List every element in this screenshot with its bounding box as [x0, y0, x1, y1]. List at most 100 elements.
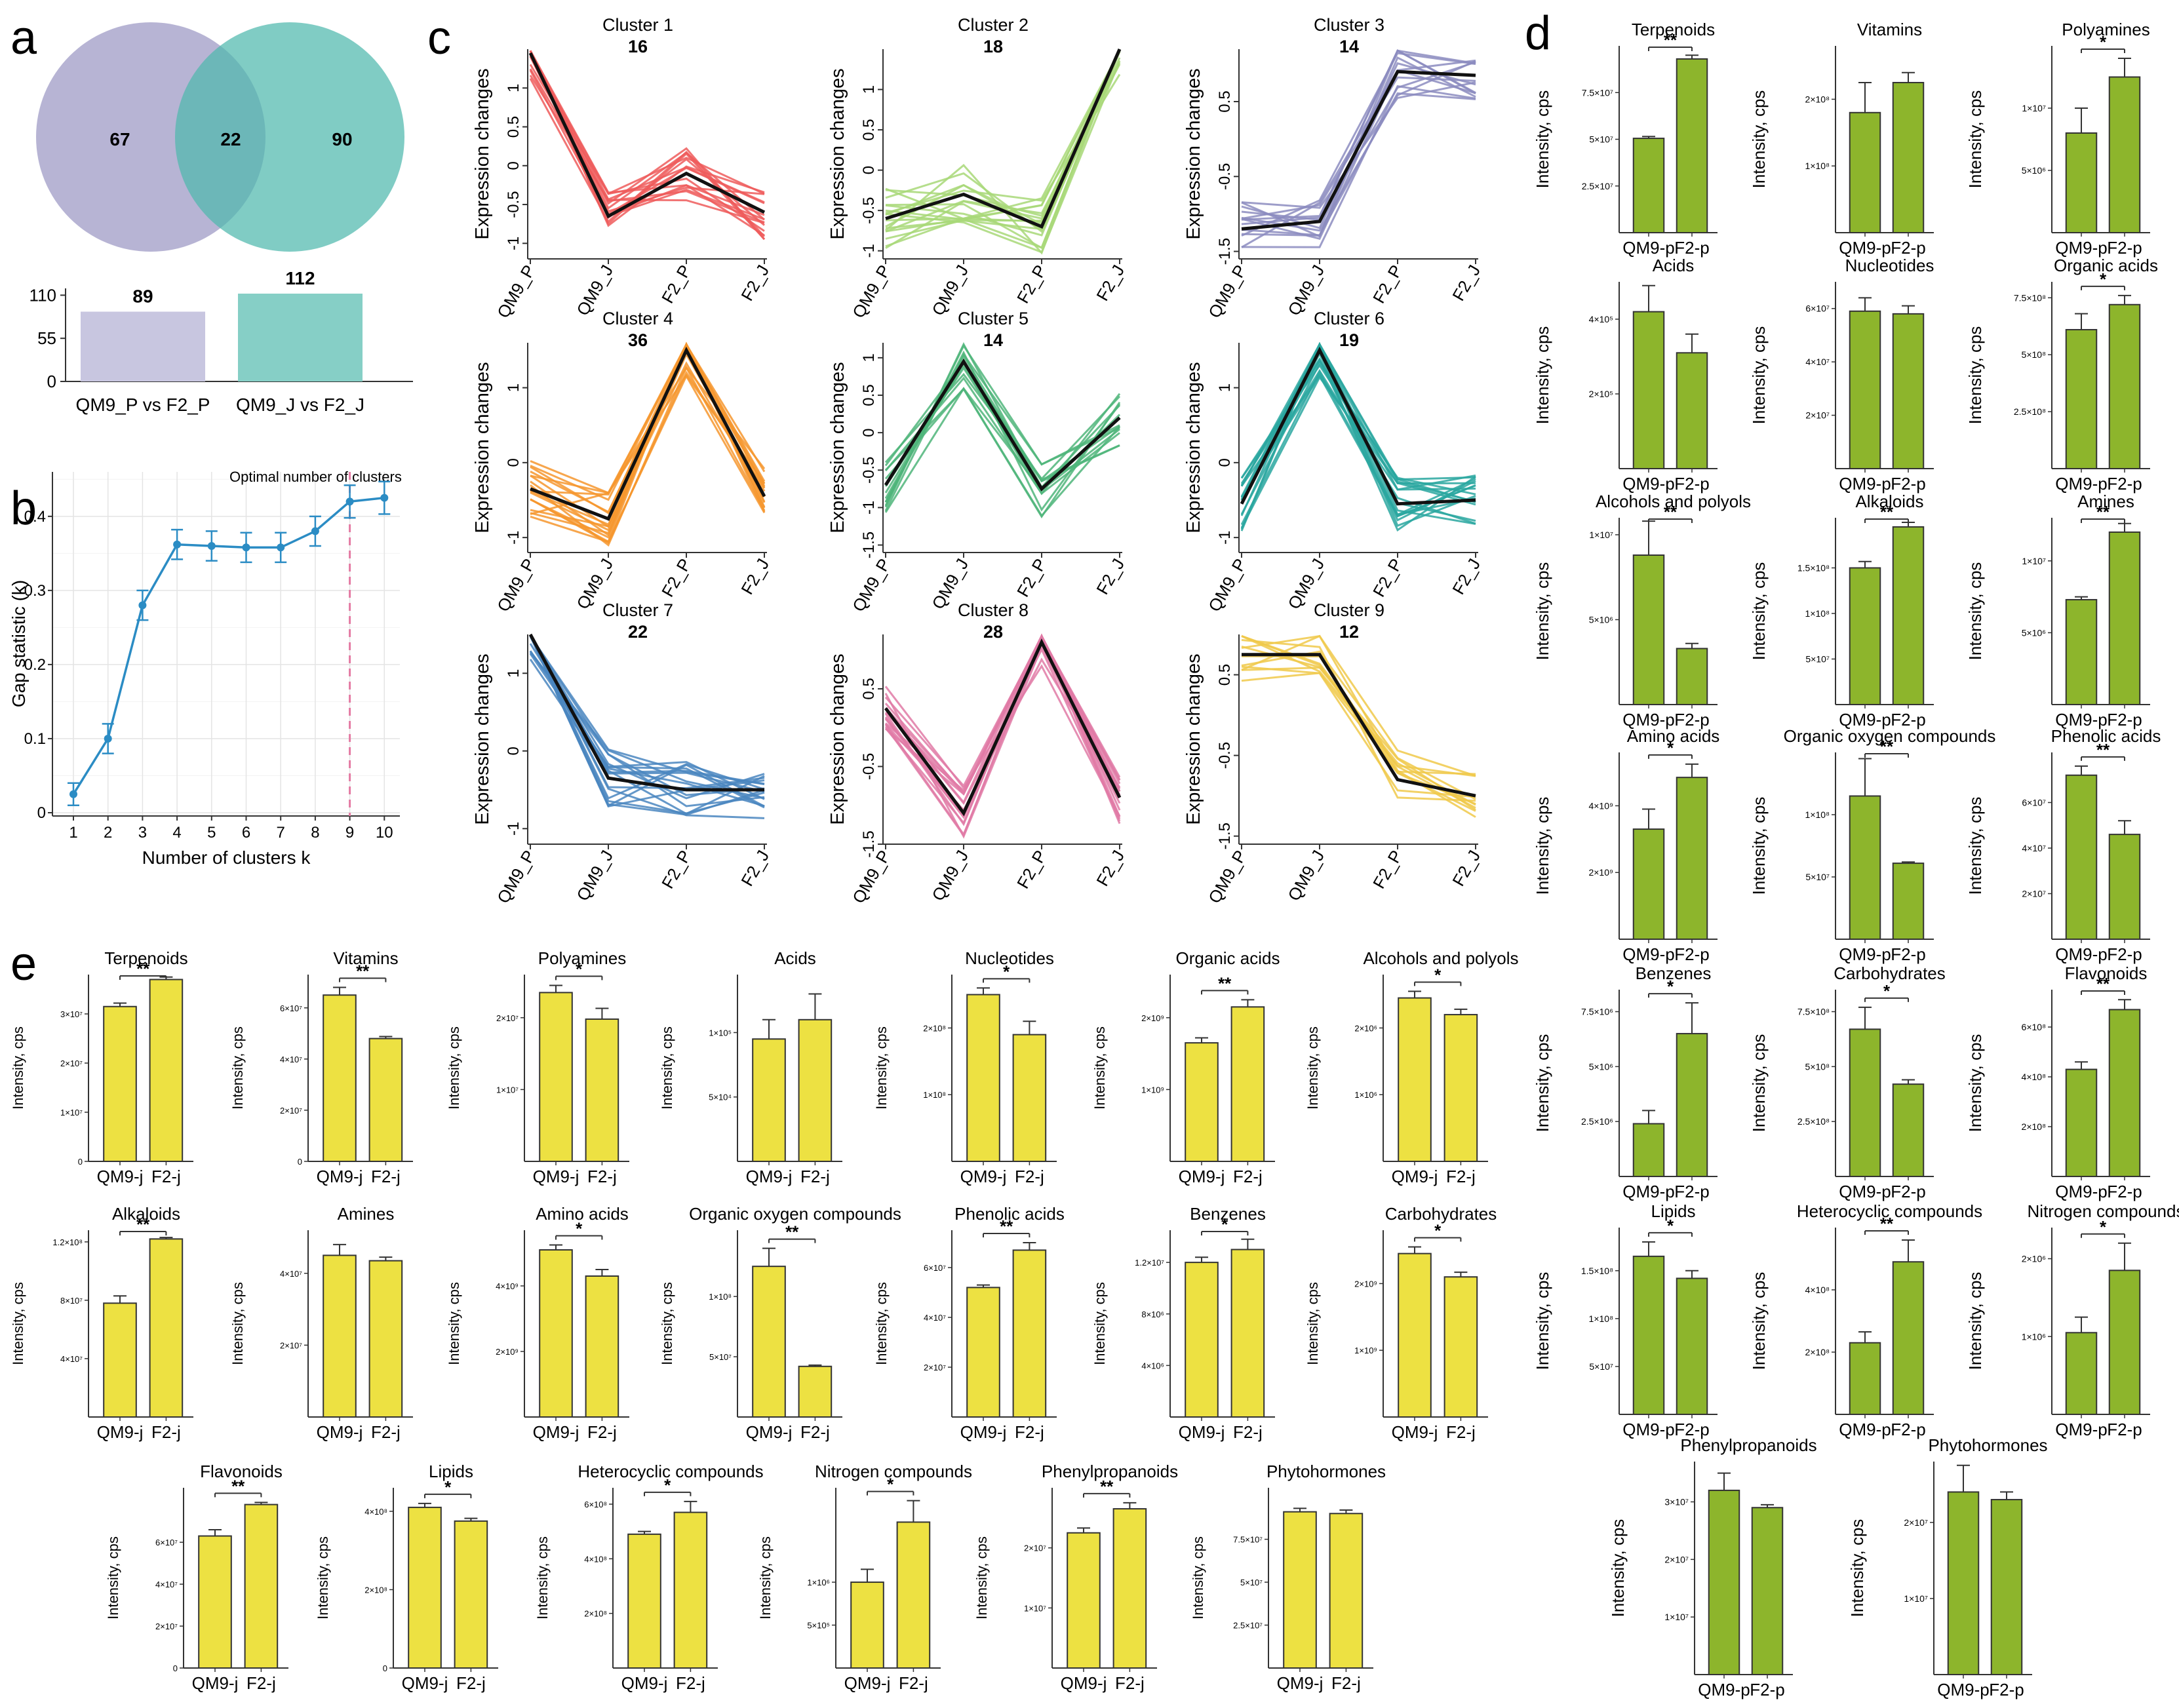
bar-panel-x-tick-label: QM9-p	[1839, 474, 1891, 494]
c-cluster-title: Cluster 7	[602, 600, 673, 620]
bar-panel-y-tick-label: 7.5×10⁶	[1581, 1007, 1613, 1017]
c-mean-line	[884, 358, 1121, 492]
bar	[2108, 531, 2141, 706]
bar-panel-y-tick-label: 1×10⁸	[1589, 1313, 1614, 1324]
c-member-line	[885, 60, 1121, 254]
c-y-tick-label: 0.5	[1216, 90, 1234, 112]
bar-panel-y-tick-label: 6×10⁷	[2022, 797, 2046, 807]
bar-panel-x-tick-label: QM9-j	[746, 1167, 793, 1186]
c-cluster-title: Cluster 6	[1314, 309, 1384, 328]
c-y-tick-label: -0.5	[1216, 742, 1234, 769]
bar-panel-y-axis-title: Intensity, cps	[1608, 1519, 1628, 1618]
c-y-tick-label: 1	[1216, 383, 1234, 392]
bar-panel-y-tick-label: 1×10⁸	[923, 1090, 946, 1100]
bar-panel-y-tick-label: 2×10⁷	[280, 1106, 302, 1116]
c-mean-line	[885, 48, 1122, 229]
bar-panel-y-tick-label: 1×10⁷	[2022, 556, 2046, 566]
bar-panel-title: Benzenes	[1636, 963, 1712, 983]
c-member-line	[529, 52, 765, 232]
c-cluster-title: Cluster 4	[602, 309, 673, 328]
c-y-tick-label: -0.5	[1216, 163, 1234, 190]
bar-panel-x-tick-label: QM9-j	[533, 1422, 579, 1442]
bar-panel-title: Heterocyclic compounds	[578, 1462, 763, 1481]
bar	[1676, 648, 1708, 705]
bar-panel-x-tick-label: QM9-p	[2055, 474, 2107, 494]
bar-panel-y-tick-label: 1×10⁹	[1141, 1085, 1164, 1095]
c-member-line	[884, 387, 1121, 518]
bar-panel-y-tick-label: 0	[383, 1663, 387, 1673]
bar-panel-title: Vitamins	[333, 948, 398, 968]
bar-panel-y-tick-label: 0	[173, 1663, 178, 1673]
bar-panel-y-tick-label: 2.5×10⁷	[1582, 181, 1613, 191]
bar	[408, 1506, 442, 1669]
bar-panel-y-axis-title: Intensity, cps	[105, 1536, 121, 1620]
bar-panel-y-tick-label: 2.5×10⁸	[2014, 406, 2046, 417]
bar-panel-x-tick-label: QM9-p	[1622, 1182, 1674, 1201]
c-y-tick-label: -1	[1216, 530, 1234, 544]
bar-panel-x-tick-label: QM9-j	[317, 1167, 363, 1186]
c-member-line	[884, 360, 1120, 499]
bar	[1990, 1499, 2023, 1675]
c-y-tick-label: -1	[505, 822, 522, 836]
c-x-tick-label: QM9_J	[928, 847, 972, 904]
bar-panel-title: Benzenes	[1190, 1204, 1266, 1224]
bar-panel-x-tick-label: QM9-j	[402, 1673, 448, 1693]
bar	[1632, 1255, 1665, 1416]
bar-panel-title: Phytohormones	[1928, 1435, 2047, 1455]
bar-panel-y-tick-label: 4×10⁷	[2022, 843, 2046, 853]
a-category-label: QM9_J vs F2_J	[236, 395, 364, 415]
bar-panel-y-axis-title: Intensity, cps	[1965, 326, 1985, 425]
c-y-tick-label: 1	[505, 669, 522, 678]
bar	[2065, 774, 2098, 940]
bar	[1632, 311, 1665, 469]
significance-marker: **	[2096, 502, 2110, 522]
c-y-axis-title: Expression changes	[1183, 362, 1204, 533]
bar-panel-y-tick-label: 5×10⁶	[2022, 627, 2046, 638]
bar-panel-x-tick-label: F2-p	[1750, 1680, 1784, 1699]
b-point	[173, 540, 182, 549]
bar-panel-title: Nucleotides	[1845, 256, 1934, 275]
bar-panel-y-tick-label: 2×10⁷	[1904, 1517, 1928, 1528]
bar-panel-y-tick-label: 7.5×10⁸	[2014, 292, 2046, 303]
bar-panel-title: Phytohormones	[1266, 1462, 1386, 1481]
bar-panel-x-tick-label: F2-p	[1891, 474, 1925, 494]
bar-panel-y-tick-label: 5×10⁶	[2022, 165, 2046, 176]
c-member-line	[1241, 49, 1476, 225]
bar-panel-y-tick-label: 3×10⁷	[1664, 1496, 1689, 1507]
c-member-line	[530, 361, 766, 526]
c-x-tick-label: QM9_P	[493, 847, 539, 906]
bar	[1067, 1532, 1101, 1669]
c-x-tick-label: QM9_P	[1204, 847, 1250, 906]
c-x-tick-label: F2_J	[1092, 847, 1128, 889]
bar-panel-x-tick-label: QM9-j	[1277, 1673, 1324, 1693]
bar	[2108, 834, 2141, 940]
c-y-tick-label: 1	[505, 383, 522, 392]
b-optimal-label: Optimal number of clusters	[229, 469, 402, 485]
bar-panel-x-tick-label: QM9-j	[1179, 1167, 1225, 1186]
bar-panel-x-tick-label: F2-j	[800, 1422, 830, 1442]
c-member-line	[529, 50, 766, 240]
bar-panel-y-tick-label: 2×10⁷	[1024, 1543, 1046, 1553]
bar-panel-y-tick-label: 1.5×10⁸	[1797, 562, 1830, 573]
bar-panel-x-tick-label: F2-p	[2107, 1420, 2142, 1439]
bar-panel-x-tick-label: F2-p	[1674, 1182, 1709, 1201]
significance-marker: *	[1883, 981, 1891, 1001]
bar-panel-y-tick-label: 2×10⁹	[496, 1347, 519, 1357]
c-x-tick-label: F2_P	[1369, 555, 1406, 600]
bar-panel-y-tick-label: 1×10⁸	[1805, 161, 1830, 171]
c-member-line	[1240, 359, 1476, 503]
bar-panel-x-tick-label: F2-j	[151, 1422, 181, 1442]
c-member-line	[885, 50, 1121, 221]
significance-marker: *	[1667, 1216, 1674, 1235]
c-y-tick-label: 0.5	[860, 384, 878, 406]
bar-panel-x-tick-label: QM9-j	[533, 1167, 579, 1186]
bar-panel-x-tick-label: QM9-j	[192, 1673, 239, 1693]
bar-panel-y-tick-label: 1×10⁷	[1024, 1603, 1046, 1613]
c-y-tick-label: -1	[860, 244, 878, 258]
bar-panel-x-tick-label: F2-j	[899, 1673, 928, 1693]
bar-panel-title: Lipids	[429, 1462, 473, 1481]
c-y-tick-label: -0.5	[505, 191, 522, 218]
bar-panel-y-tick-label: 1.2×10⁷	[1135, 1258, 1164, 1268]
bar-panel-y-axis-title: Intensity, cps	[534, 1536, 551, 1620]
bar-panel-y-axis-title: Intensity, cps	[1749, 90, 1769, 189]
